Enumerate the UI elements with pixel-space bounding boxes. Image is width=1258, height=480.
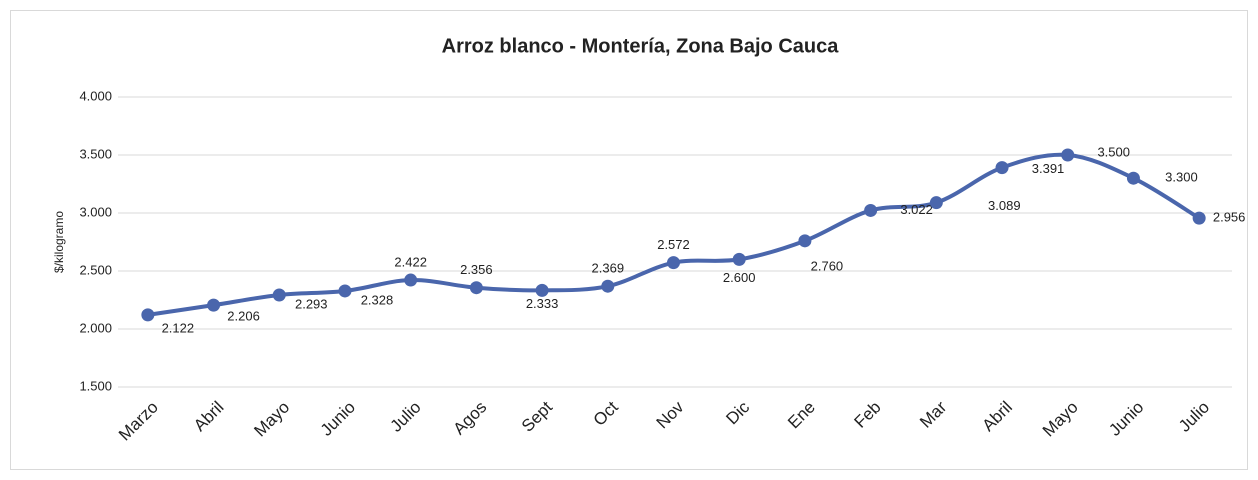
point <box>995 161 1009 175</box>
data-label: 2.600 <box>723 270 756 285</box>
y-tick-label: 2.000 <box>79 320 112 335</box>
point <box>1061 148 1075 162</box>
point <box>798 234 812 248</box>
point <box>1192 211 1206 225</box>
chart-frame <box>10 10 1248 470</box>
data-label: 2.369 <box>592 261 625 276</box>
point <box>141 308 155 322</box>
data-label: 2.293 <box>295 296 328 311</box>
data-label: 2.422 <box>394 254 427 269</box>
y-tick-label: 2.500 <box>79 262 112 277</box>
data-label: 3.500 <box>1097 144 1130 159</box>
data-label: 3.300 <box>1165 170 1198 185</box>
data-label: 3.089 <box>988 198 1021 213</box>
point <box>469 281 483 295</box>
point <box>929 196 943 210</box>
chart-title: Arroz blanco - Montería, Zona Bajo Cauca <box>442 35 840 57</box>
point <box>732 252 746 266</box>
data-label: 2.206 <box>227 309 260 324</box>
y-tick-label: 3.500 <box>79 146 112 161</box>
point <box>667 256 680 270</box>
data-label: 3.022 <box>900 202 933 217</box>
y-axis-label: $/kilogramo <box>52 211 66 273</box>
y-tick-label: 4.000 <box>79 88 112 103</box>
data-label: 3.391 <box>1032 161 1065 176</box>
data-label: 2.572 <box>657 237 690 252</box>
data-label: 2.760 <box>811 258 844 273</box>
point <box>404 273 418 287</box>
y-tick-label: 1.500 <box>79 378 112 393</box>
point <box>535 283 549 297</box>
data-label: 2.333 <box>526 296 559 311</box>
data-label: 2.122 <box>162 320 195 335</box>
data-label: 2.356 <box>460 262 493 277</box>
point <box>601 279 615 293</box>
point <box>272 288 286 302</box>
y-tick-label: 3.000 <box>79 204 112 219</box>
point <box>338 284 352 298</box>
point <box>864 203 878 217</box>
point <box>1126 171 1140 185</box>
data-label: 2.328 <box>361 292 394 307</box>
data-label: 2.956 <box>1213 210 1246 225</box>
point <box>207 298 221 312</box>
